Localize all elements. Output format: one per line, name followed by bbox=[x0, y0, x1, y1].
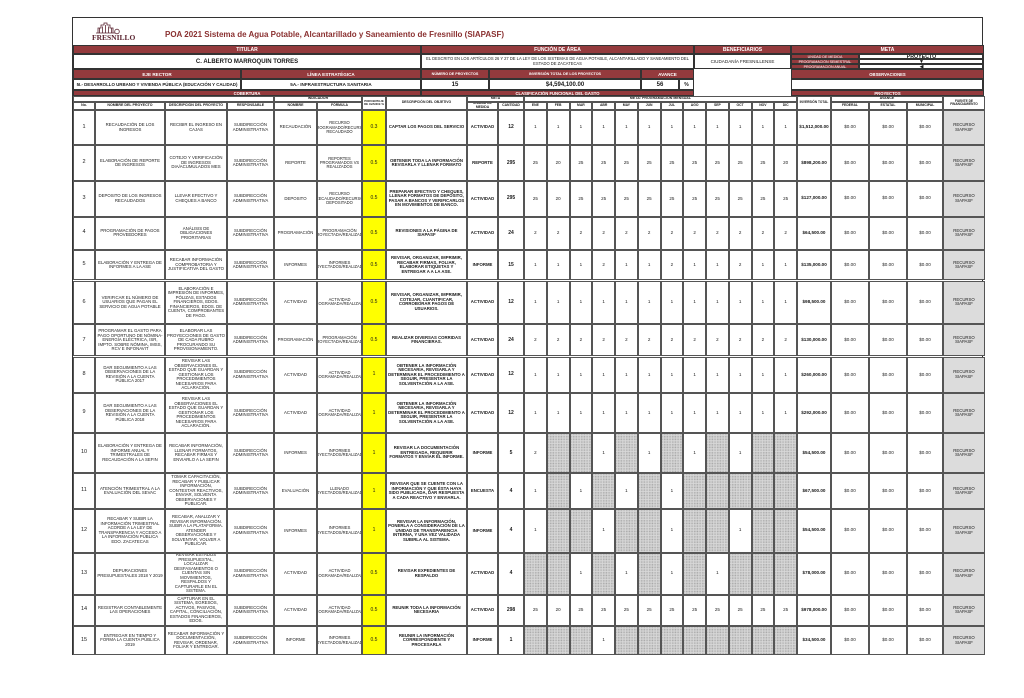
svg-text:FRESNILLO: FRESNILLO bbox=[92, 33, 136, 42]
